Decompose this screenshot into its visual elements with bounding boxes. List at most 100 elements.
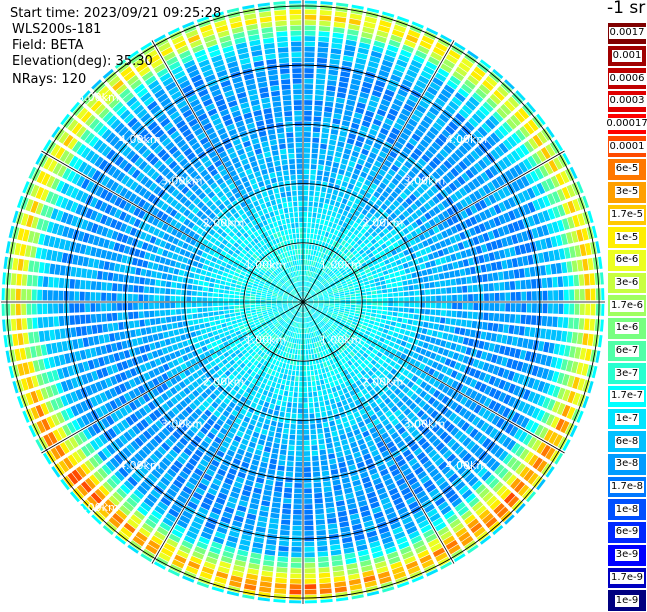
range-gate-cell [317,428,323,433]
range-gate-cell [284,369,288,374]
range-gate-cell [450,254,456,261]
range-gate-cell [318,165,324,170]
range-gate-cell [338,220,343,226]
range-gate-cell [188,320,193,325]
range-gate-cell [265,441,272,447]
range-gate-cell [259,587,271,593]
range-gate-cell [285,413,290,418]
range-gate-cell [326,91,335,97]
range-gate-cell [304,175,309,180]
range-gate-cell [265,544,275,550]
range-gate-cell [496,334,502,343]
range-gate-cell [317,170,323,175]
range-gate-cell [324,378,329,383]
range-gate-cell [343,176,350,182]
range-gate-cell [314,116,322,121]
range-gate-cell [342,417,348,423]
range-gate-cell [292,413,297,418]
range-gate-cell [320,583,332,589]
range-gate-cell [325,101,334,107]
range-gate-cell [460,269,466,276]
range-gate-cell [346,300,351,302]
range-gate-cell [343,388,349,394]
range-gate-cell [372,295,377,298]
range-gate-cell [303,339,305,344]
range-gate-cell [177,322,183,328]
range-gate-cell [165,339,171,346]
range-gate-cell [569,289,574,300]
range-gate-cell [274,486,282,492]
range-gate-cell [161,317,166,323]
range-gate-cell [293,520,302,525]
range-gate-cell [364,319,369,323]
range-gate-cell [313,466,320,471]
range-gate-cell [346,302,351,304]
range-gate-cell [298,414,303,419]
range-gate-cell [263,452,270,458]
range-gate-cell [204,318,209,323]
range-gate-cell [276,427,282,433]
range-gate-cell [311,154,317,159]
range-gate-cell [108,323,114,331]
range-gate-cell [304,462,311,467]
range-gate-cell [225,314,230,318]
range-gate-cell [254,537,264,543]
range-gate-cell [255,393,261,399]
range-gate-cell [345,307,350,309]
range-gate-cell [317,353,320,358]
range-gate-cell [209,337,215,342]
range-gate-cell [279,455,286,461]
range-gate-cell [320,149,327,154]
range-gate-cell [304,467,311,472]
range-gate-cell [319,31,330,37]
range-gate-cell [517,257,523,267]
range-gate-cell [320,236,324,241]
range-gate-cell [327,518,336,524]
range-gate-cell [304,483,311,488]
range-gate-cell [351,305,356,307]
range-gate-cell [304,499,312,504]
range-gate-cell [435,281,440,287]
range-gate-cell [499,314,504,322]
range-gate-cell [293,510,302,515]
range-gate-cell [284,391,289,396]
range-gate-cell [343,115,351,121]
range-gate-cell [444,272,450,279]
range-gate-cell [298,408,302,413]
range-gate-cell [440,280,445,286]
range-gate-cell [324,303,329,304]
range-gate-cell [258,417,264,423]
range-gate-cell [422,270,428,276]
range-gate-cell [285,386,289,391]
range-gate-cell [323,237,327,242]
range-gate-cell [332,119,340,125]
range-gate-cell [580,304,585,315]
range-gate-cell [252,312,257,315]
range-gate-cell [321,231,325,236]
range-gate-cell [394,303,399,307]
range-gate-cell [88,337,94,346]
range-gate-cell [219,315,224,319]
range-gate-cell [129,321,135,328]
range-gate-cell [230,313,235,317]
range-gate-cell [202,334,208,339]
range-gate-cell [306,328,308,333]
range-gate-cell [457,286,462,293]
range-gate-cell [293,365,296,370]
range-gate-cell [193,319,198,324]
range-gate-cell [198,318,203,323]
range-gate-cell [340,71,350,77]
range-gate-cell [596,288,601,300]
range-gate-cell [120,331,126,339]
range-gate-cell [304,132,311,137]
range-gate-cell [310,365,313,370]
range-gate-cell [457,303,462,309]
range-gate-cell [467,312,472,319]
range-gate-cell [600,272,604,284]
range-gate-cell [329,140,336,146]
range-gate-cell [366,327,371,331]
range-gate-cell [322,209,327,214]
range-gate-cell [328,523,338,529]
range-gate-cell [327,513,336,519]
range-gate-cell [380,281,385,285]
